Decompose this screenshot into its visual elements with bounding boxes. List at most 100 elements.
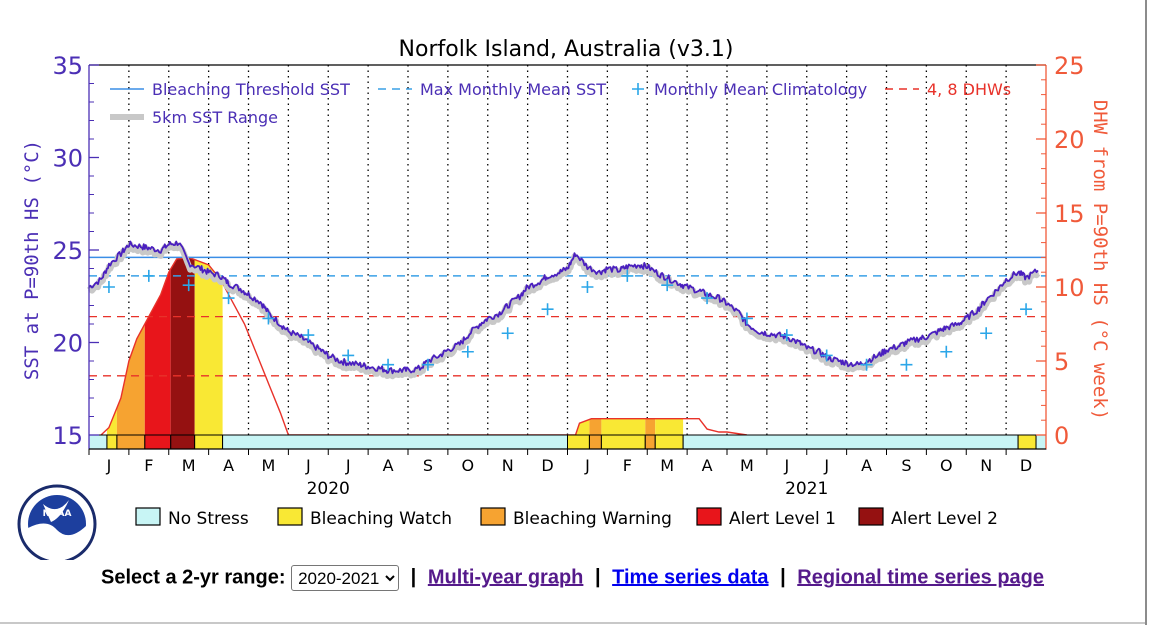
month-label: S [423, 456, 433, 475]
stress-bar-segment [588, 434, 602, 450]
page-border-right [1145, 0, 1147, 625]
left-tick-label: 20 [52, 330, 83, 358]
left-tick-label: 25 [52, 237, 83, 265]
stress-legend-label: Alert Level 1 [729, 509, 836, 529]
climatology-point [780, 329, 793, 342]
stress-legend-label: Bleaching Warning [513, 509, 672, 529]
month-label: M [262, 456, 276, 475]
right-tick-label: 10 [1054, 274, 1085, 302]
dhw-area-segment [194, 259, 223, 435]
climatology-point [740, 312, 753, 325]
month-label: J [783, 456, 789, 475]
stress-bar-segment [1017, 434, 1037, 450]
climatology-point [382, 358, 395, 371]
dhw-area-segment [645, 418, 656, 435]
climatology-point [980, 327, 993, 340]
climatology-point [860, 358, 873, 371]
stress-bar-segment [682, 434, 1019, 450]
stress-bar-segment [106, 434, 118, 450]
month-label: D [541, 456, 553, 475]
dhw-area-segment [116, 324, 145, 435]
month-label: A [702, 456, 713, 475]
axes: 15 20 25 30 35 0 5 10 15 20 25 SST at P=90th HS (°C… [21, 52, 1111, 499]
month-label: A [861, 456, 872, 475]
dhw-area-segment [170, 257, 195, 435]
stress-legend-label: Bleaching Watch [310, 509, 452, 529]
month-label: A [383, 456, 394, 475]
year-label: 2020 [307, 479, 350, 499]
legend-swatch [632, 83, 644, 95]
stress-bar-segment [144, 434, 172, 450]
climatology-point [421, 358, 434, 371]
stress-bar-segment [222, 434, 569, 450]
month-label: J [305, 456, 311, 475]
climatology-point [102, 281, 115, 293]
range-select-label: Select a 2-yr range: [100, 566, 286, 589]
legend-label: Max Monthly Mean SST [420, 80, 606, 99]
right-axis-title: DHW from P=90th HS (°C week) [1089, 100, 1111, 420]
stress-bar-segment [654, 434, 684, 450]
dhw-area-segment [589, 418, 602, 435]
right-tick-label: 20 [1054, 126, 1085, 154]
left-tick-label: 30 [52, 145, 83, 173]
left-axis-title: SST at P=90th HS (°C) [21, 140, 43, 380]
right-tick-label: 25 [1054, 52, 1085, 80]
month-label: F [144, 456, 153, 475]
left-tick-label: 15 [52, 422, 83, 450]
climatology-point [820, 349, 833, 362]
stress-legend-swatch [277, 507, 303, 526]
stress-legend: No Stress Bleaching Watch Bleaching Warnin… [135, 507, 998, 529]
range-select[interactable]: 2020-2021 [291, 565, 400, 591]
separator: | [780, 566, 786, 589]
month-label: S [901, 456, 911, 475]
climatology-point [182, 279, 195, 292]
legend-label: 4, 8 DHWs [927, 80, 1011, 99]
multi-year-graph-link[interactable]: Multi-year graph [427, 566, 584, 589]
stress-legend-swatch [696, 507, 722, 526]
climatology-point [342, 349, 355, 362]
month-label: J [345, 456, 351, 475]
stress-legend-swatch [858, 507, 884, 526]
chart-title: Norfolk Island, Australia (v3.1) [399, 37, 734, 62]
month-label: F [623, 456, 632, 475]
page-border-bottom [0, 622, 1145, 624]
climatology-markers [102, 269, 1033, 371]
reference-lines [89, 256, 1046, 377]
month-label: N [980, 456, 992, 475]
climatology-point [501, 327, 514, 340]
noaa-logo-text: NOAA [43, 509, 72, 519]
noaa-logo: NOAA [17, 484, 97, 560]
sst-series [86, 240, 1041, 380]
climatology-point [581, 281, 594, 293]
climatology-point [621, 269, 634, 282]
climatology-point [1020, 303, 1033, 316]
bleaching-chart: 15 20 25 30 35 0 5 10 15 20 25 SST at P=90th HS (°C… [17, 37, 1111, 560]
right-tick-label: 0 [1054, 422, 1069, 450]
controls-bar: Select a 2-yr range: 2020-2021 | Multi-y… [0, 565, 1145, 591]
stress-legend-label: No Stress [168, 509, 249, 529]
climatology-point [900, 358, 913, 371]
month-label: M [740, 456, 754, 475]
climatology-point [222, 292, 235, 305]
month-label: O [940, 456, 953, 475]
month-label: J [584, 456, 590, 475]
dhw-area-segment [655, 418, 684, 435]
climatology-point [262, 312, 275, 325]
month-label: J [823, 456, 829, 475]
month-gridlines [128, 65, 1007, 435]
left-tick-label: 35 [52, 52, 83, 80]
regional-time-series-link[interactable]: Regional time series page [797, 566, 1045, 589]
stress-legend-swatch [480, 507, 506, 526]
climatology-point [461, 345, 474, 358]
right-tick-label: 5 [1054, 348, 1069, 376]
climatology-point [701, 292, 714, 305]
time-series-data-link[interactable]: Time series data [612, 566, 769, 589]
dhw-area-segment [144, 268, 171, 435]
climatology-point [541, 303, 554, 316]
legend-label: Monthly Mean Climatology [654, 80, 867, 99]
stress-legend-swatch [135, 507, 161, 526]
sst-line [88, 240, 1039, 375]
stress-bar-segment [567, 434, 590, 450]
legend: Bleaching Threshold SST Max Monthly Mean … [110, 80, 1011, 127]
month-label: M [182, 456, 196, 475]
